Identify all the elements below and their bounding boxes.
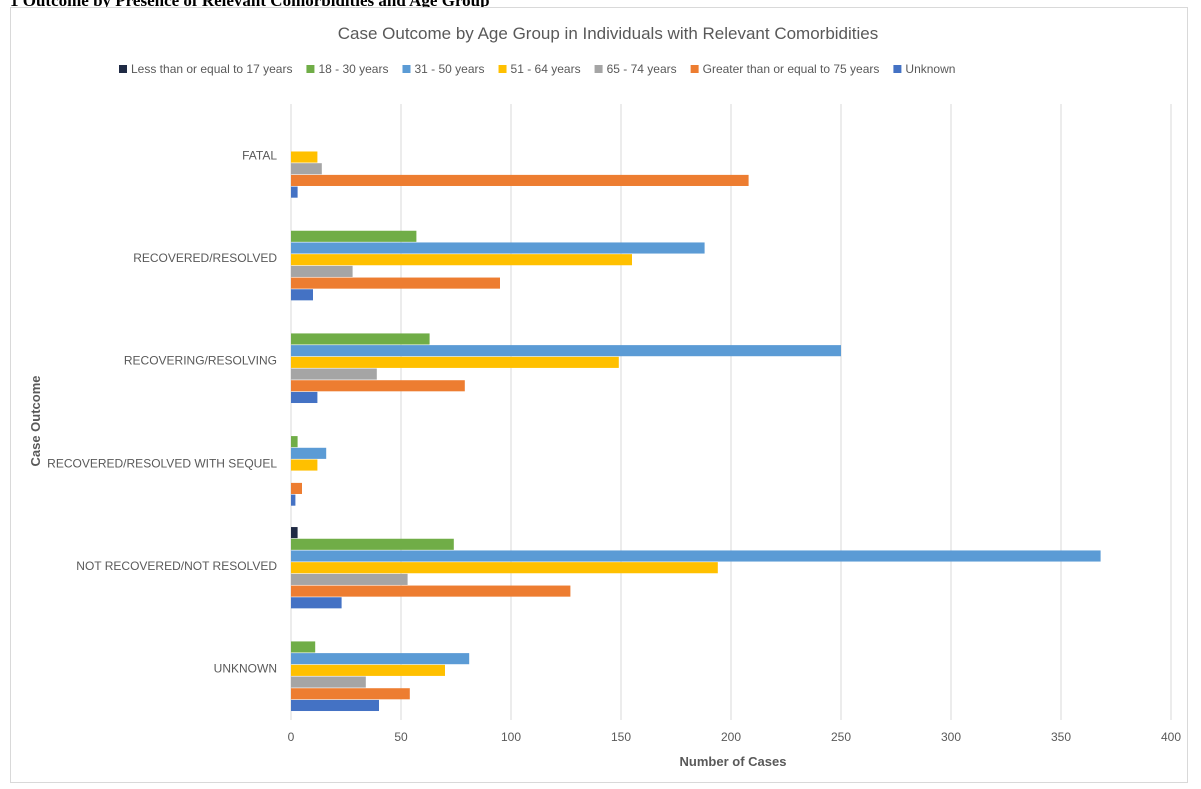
bar-unknown-31-50-years <box>291 653 470 665</box>
bar-recovered-resolved-unknown <box>291 289 313 301</box>
legend-label-31-50-years: 31 - 50 years <box>414 62 484 76</box>
legend-label-greater-than-or-equal-to-75-years: Greater than or equal to 75 years <box>703 62 880 76</box>
x-tick-label-200: 200 <box>721 730 741 744</box>
legend-swatch-65-74-years <box>594 65 603 73</box>
bar-recovering-resolving-51-64-years <box>291 356 619 368</box>
legend-swatch-unknown <box>893 65 902 73</box>
bar-recovered-resolved-with-sequel-greater-than-or-equal-to-75-years <box>291 482 302 494</box>
bar-recovered-resolved-with-sequel-51-64-years <box>291 459 318 471</box>
bar-group-unknown <box>291 641 470 712</box>
category-label-fatal: FATAL <box>242 148 277 162</box>
bar-unknown-51-64-years <box>291 664 445 676</box>
chart-canvas: Case Outcome by Age Group in Individuals… <box>28 24 1182 769</box>
category-label-recovering-resolving: RECOVERING/RESOLVING <box>124 354 277 368</box>
bar-fatal-51-64-years <box>291 151 318 163</box>
x-tick-label-50: 50 <box>394 730 408 744</box>
bar-group-recovering-resolving <box>291 333 841 404</box>
x-tick-label-350: 350 <box>1051 730 1071 744</box>
bar-not-recovered-not-resolved-less-than-or-equal-to-17-years <box>291 527 298 539</box>
bar-group-fatal <box>291 151 749 198</box>
bar-recovered-resolved-31-50-years <box>291 242 705 254</box>
chart-frame: Case Outcome by Age Group in Individuals… <box>10 7 1188 783</box>
x-tick-label-150: 150 <box>611 730 631 744</box>
bar-unknown-greater-than-or-equal-to-75-years <box>291 688 410 700</box>
chart-category-labels: FATAL RECOVERED/RESOLVED RECOVERING/RESOLV… <box>47 148 277 675</box>
legend-label-unknown: Unknown <box>905 62 955 76</box>
legend-swatch-31-50-years <box>402 65 411 73</box>
x-tick-label-400: 400 <box>1161 730 1181 744</box>
category-label-not-recovered-not-resolved: NOT RECOVERED/NOT RESOLVED <box>76 559 277 573</box>
bar-recovered-resolved-51-64-years <box>291 254 632 266</box>
category-label-recovered-resolved-with-sequel: RECOVERED/RESOLVED WITH SEQUEL <box>47 456 277 470</box>
bar-recovering-resolving-greater-than-or-equal-to-75-years <box>291 380 465 392</box>
legend-label-18-30-years: 18 - 30 years <box>318 62 388 76</box>
bar-not-recovered-not-resolved-51-64-years <box>291 562 718 574</box>
bar-group-not-recovered-not-resolved <box>291 527 1101 609</box>
legend-label-51-64-years: 51 - 64 years <box>511 62 581 76</box>
legend-swatch-greater-than-or-equal-to-75-years <box>690 65 699 73</box>
legend-item-31-50-years: 31 - 50 years <box>402 62 485 76</box>
bar-not-recovered-not-resolved-18-30-years <box>291 538 454 550</box>
chart-bars <box>291 151 1101 712</box>
bar-fatal-unknown <box>291 186 298 198</box>
x-axis-title: Number of Cases <box>680 754 787 769</box>
bar-unknown-unknown <box>291 699 379 712</box>
bar-fatal-65-74-years <box>291 163 322 175</box>
chart-x-tick-labels: 0 50 100 150 200 250 300 350 400 <box>288 730 1182 744</box>
bar-recovered-resolved-greater-than-or-equal-to-75-years <box>291 277 500 289</box>
chart-gridlines <box>290 104 1172 720</box>
bar-fatal-greater-than-or-equal-to-75-years <box>291 174 749 186</box>
legend-swatch-less-than-or-equal-to-17-years <box>119 65 127 73</box>
bar-recovering-resolving-unknown <box>291 391 318 404</box>
chart-legend: Less than or equal to 17 years 18 - 30 ye… <box>119 62 955 76</box>
legend-item-65-74-years: 65 - 74 years <box>594 62 677 76</box>
category-label-unknown: UNKNOWN <box>214 662 277 676</box>
legend-item-unknown: Unknown <box>893 62 955 76</box>
bar-unknown-65-74-years <box>291 676 366 688</box>
bar-recovering-resolving-18-30-years <box>291 333 430 345</box>
bar-not-recovered-not-resolved-greater-than-or-equal-to-75-years <box>291 585 571 597</box>
x-tick-label-100: 100 <box>501 730 521 744</box>
x-tick-label-0: 0 <box>288 730 295 744</box>
bar-recovering-resolving-31-50-years <box>291 345 841 357</box>
legend-swatch-18-30-years <box>306 65 315 73</box>
legend-item-18-30-years: 18 - 30 years <box>306 62 388 76</box>
legend-item-51-64-years: 51 - 64 years <box>498 62 581 76</box>
bar-not-recovered-not-resolved-unknown <box>291 597 342 609</box>
legend-label-less-than-or-equal-to-17-years: Less than or equal to 17 years <box>131 62 292 76</box>
bar-recovered-resolved-65-74-years <box>291 265 353 277</box>
x-tick-label-300: 300 <box>941 730 961 744</box>
chart-title: Case Outcome by Age Group in Individuals… <box>338 24 879 43</box>
bar-group-recovered-resolved-with-sequel <box>291 436 327 506</box>
bar-not-recovered-not-resolved-65-74-years <box>291 573 408 585</box>
bar-recovered-resolved-18-30-years <box>291 230 417 242</box>
category-label-recovered-resolved: RECOVERED/RESOLVED <box>133 251 277 265</box>
document-section-heading: 1 Outcome by Presence of Relevant Comorb… <box>10 0 490 10</box>
bar-recovered-resolved-with-sequel-18-30-years <box>291 436 298 448</box>
legend-swatch-51-64-years <box>498 65 507 73</box>
bar-unknown-18-30-years <box>291 641 316 653</box>
y-axis-title: Case Outcome <box>28 375 43 466</box>
x-tick-label-250: 250 <box>831 730 851 744</box>
bar-recovered-resolved-with-sequel-31-50-years <box>291 447 327 459</box>
legend-item-less-than-or-equal-to-17-years: Less than or equal to 17 years <box>119 62 292 76</box>
bar-not-recovered-not-resolved-31-50-years <box>291 550 1101 562</box>
legend-label-65-74-years: 65 - 74 years <box>607 62 677 76</box>
bar-recovered-resolved-with-sequel-unknown <box>291 494 296 506</box>
bar-group-recovered-resolved <box>291 230 705 301</box>
legend-item-greater-than-or-equal-to-75-years: Greater than or equal to 75 years <box>690 62 880 76</box>
bar-recovering-resolving-65-74-years <box>291 368 377 380</box>
